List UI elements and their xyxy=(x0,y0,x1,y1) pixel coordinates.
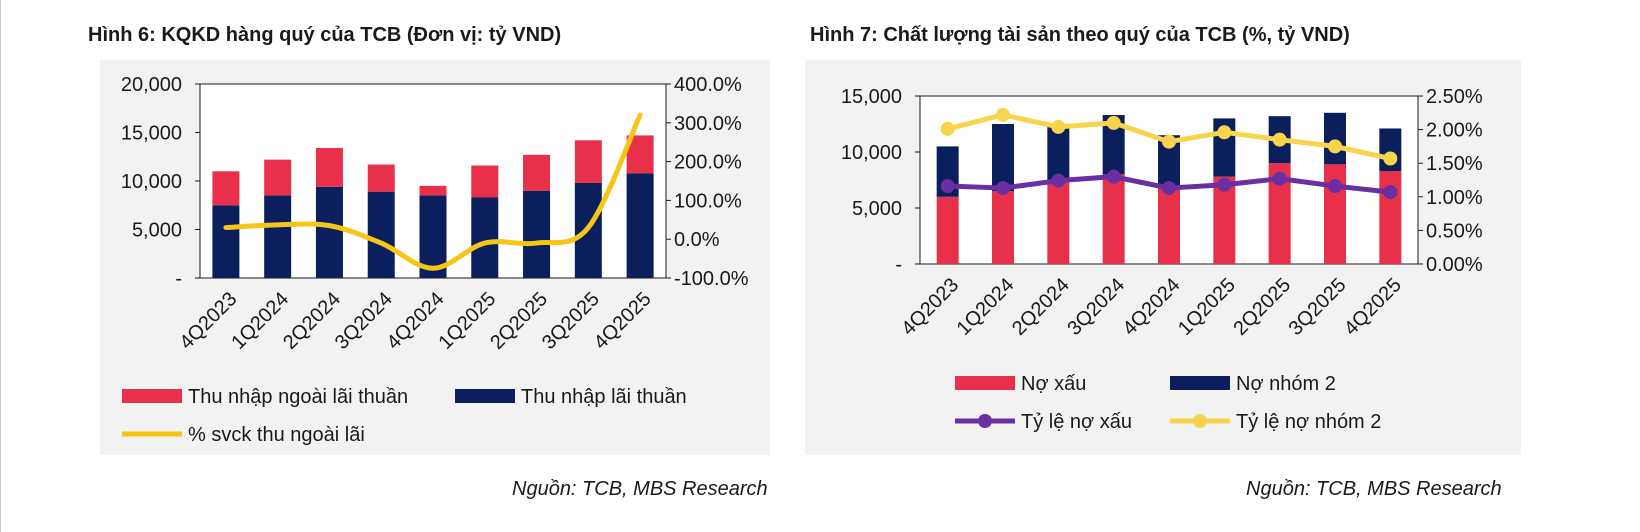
bar-no-xau xyxy=(1158,185,1180,264)
left-axis-label: 5,000 xyxy=(852,198,902,220)
bar-no-nhom-2 xyxy=(1324,112,1346,165)
legend-label-thu-nhap-lai-thuan: Thu nhập lãi thuần xyxy=(521,386,687,408)
left-axis-label: 20,000 xyxy=(121,74,182,96)
left-axis-label: 10,000 xyxy=(841,142,902,164)
right-axis-label: 200.0% xyxy=(674,152,742,174)
left-axis-label: 10,000 xyxy=(121,171,182,193)
legend-label-thu-nhap-ngoai-lai-thuan: Thu nhập ngoài lãi thuần xyxy=(188,386,408,408)
bar-thu-nhap-lai-thuan xyxy=(367,191,395,278)
bar-thu-nhap-ngoai-lai-thuan xyxy=(419,185,447,196)
chart-quarterly-results: - 5,000 10,000 15,000 20,000 -100.0% 0.0% 100.0… xyxy=(100,60,770,455)
bar-thu-nhap-lai-thuan xyxy=(315,186,343,278)
marker-ty-le-no-nhom-2 xyxy=(1328,139,1342,154)
bar-thu-nhap-lai-thuan xyxy=(523,190,551,278)
left-axis-label: 5,000 xyxy=(132,220,182,242)
bar-thu-nhap-ngoai-lai-thuan xyxy=(212,171,240,206)
right-axis-label: 1.50% xyxy=(1426,153,1483,175)
marker-ty-le-no-xau xyxy=(1383,185,1398,200)
bar-no-xau xyxy=(1268,163,1291,264)
bar-no-xau xyxy=(992,191,1014,264)
page-left-border xyxy=(0,0,1,532)
marker-ty-le-no-nhom-2 xyxy=(1106,115,1121,130)
bar-thu-nhap-ngoai-lai-thuan xyxy=(264,159,292,196)
right-axis-label: -100.0% xyxy=(674,268,749,290)
legend-label-ty-le-no-xau: Tỷ lệ nợ xấu xyxy=(1021,411,1132,433)
bar-thu-nhap-ngoai-lai-thuan xyxy=(574,140,602,183)
bar-thu-nhap-ngoai-lai-thuan xyxy=(471,165,499,198)
marker-ty-le-no-xau xyxy=(1272,171,1287,186)
bar-no-nhom-2 xyxy=(1158,135,1180,186)
left-axis-label: 15,000 xyxy=(841,86,902,108)
marker-ty-le-no-xau xyxy=(1328,179,1342,194)
bar-no-xau xyxy=(1102,174,1125,264)
marker-ty-le-no-nhom-2 xyxy=(1217,125,1232,140)
figure-7-title: Hình 7: Chất lượng tài sản theo quý của … xyxy=(810,24,1350,46)
legend-swatch-thu-nhap-lai-thuan xyxy=(455,389,515,403)
figure-6-source: Nguồn: TCB, MBS Research xyxy=(512,478,768,500)
marker-ty-le-no-xau xyxy=(996,181,1010,196)
right-axis-label: 300.0% xyxy=(674,113,742,135)
bar-thu-nhap-ngoai-lai-thuan xyxy=(367,164,395,192)
bar-no-xau xyxy=(936,196,959,264)
bar-no-nhom-2 xyxy=(1102,115,1125,175)
bar-no-nhom-2 xyxy=(1047,124,1070,180)
right-axis-label: 100.0% xyxy=(674,190,742,212)
marker-ty-le-no-xau xyxy=(1106,169,1121,184)
right-axis-label: 0.50% xyxy=(1426,220,1483,242)
legend-swatch-no-xau xyxy=(955,376,1015,390)
line-svck-thu-ngoai-lai xyxy=(223,112,643,271)
marker-ty-le-no-nhom-2 xyxy=(1272,132,1287,147)
bar-no-xau xyxy=(1047,180,1070,264)
legend-marker-ty-le-no-xau xyxy=(978,414,992,428)
bar-thu-nhap-lai-thuan xyxy=(212,205,240,278)
figure-7-source: Nguồn: TCB, MBS Research xyxy=(1246,478,1502,500)
right-axis-label: 1.00% xyxy=(1426,187,1483,209)
bar-no-xau xyxy=(1213,176,1236,264)
bar-no-xau xyxy=(1379,171,1402,264)
legend-label-ty-le-no-nhom-2: Tỷ lệ nợ nhóm 2 xyxy=(1236,411,1381,433)
marker-ty-le-no-nhom-2 xyxy=(940,121,955,136)
marker-ty-le-no-xau xyxy=(1217,177,1232,192)
marker-ty-le-no-xau xyxy=(1051,173,1066,188)
chart-asset-quality: - 5,000 10,000 15,000 0.00% 0.50% 1.00% 1.50% 2.… xyxy=(805,60,1521,455)
legend-label-no-xau: Nợ xấu xyxy=(1021,373,1086,395)
marker-ty-le-no-nhom-2 xyxy=(1162,134,1176,149)
bar-thu-nhap-ngoai-lai-thuan xyxy=(315,148,343,187)
right-axis-label: 2.50% xyxy=(1426,86,1483,108)
left-axis-label: 15,000 xyxy=(121,123,182,145)
legend-swatch-thu-nhap-ngoai-lai-thuan xyxy=(122,389,182,403)
bar-thu-nhap-lai-thuan xyxy=(264,195,292,278)
bar-thu-nhap-lai-thuan xyxy=(471,197,499,278)
legend-label-svck-thu-ngoai-lai: % svck thu ngoài lãi xyxy=(188,424,365,446)
left-axis-label: - xyxy=(175,268,182,290)
right-axis-label: 2.00% xyxy=(1426,120,1483,142)
right-axis-label: 400.0% xyxy=(674,74,742,96)
legend-label-no-nhom-2: Nợ nhóm 2 xyxy=(1236,373,1336,395)
marker-ty-le-no-xau xyxy=(1162,181,1176,196)
left-axis-label: - xyxy=(895,254,902,276)
bar-thu-nhap-lai-thuan xyxy=(626,173,654,278)
right-axis-label: 0.0% xyxy=(674,229,720,251)
legend-marker-ty-le-no-nhom-2 xyxy=(1193,414,1207,428)
marker-ty-le-no-nhom-2 xyxy=(996,107,1010,122)
bar-thu-nhap-ngoai-lai-thuan xyxy=(523,154,551,191)
marker-ty-le-no-nhom-2 xyxy=(1383,151,1398,166)
legend-swatch-no-nhom-2 xyxy=(1170,376,1230,390)
right-axis-label: 0.00% xyxy=(1426,254,1483,276)
marker-ty-le-no-nhom-2 xyxy=(1051,119,1066,134)
bar-no-nhom-2 xyxy=(992,124,1014,192)
figure-6-title: Hình 6: KQKD hàng quý của TCB (Đơn vị: t… xyxy=(88,24,562,46)
marker-ty-le-no-xau xyxy=(940,179,955,194)
